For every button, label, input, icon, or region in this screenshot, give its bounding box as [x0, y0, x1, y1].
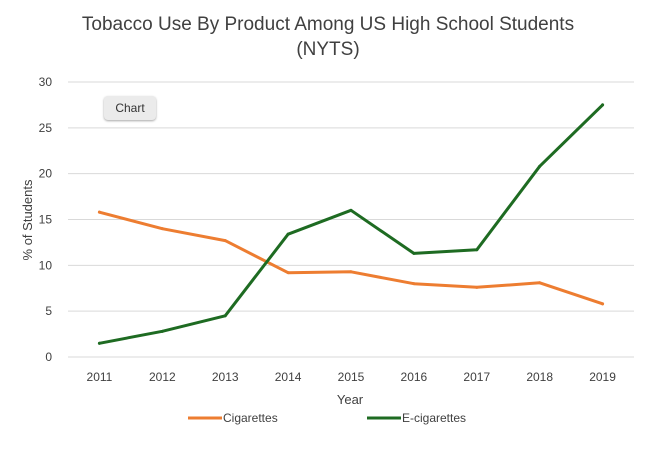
x-tick-label: 2015: [338, 370, 365, 384]
y-axis-ticks: 0 5 10 15 20 25 30: [39, 75, 53, 364]
chart-title-line-1: Tobacco Use By Product Among US High Sch…: [82, 14, 574, 35]
x-tick-label: 2013: [212, 370, 239, 384]
data-point: [412, 282, 416, 286]
series-line-e-cigarettes: [97, 103, 605, 345]
x-axis-title: Year: [337, 392, 364, 407]
data-point: [349, 270, 353, 274]
legend-label: E-cigarettes: [402, 411, 466, 425]
x-tick-label: 2018: [526, 370, 553, 384]
y-tick-label: 25: [39, 121, 53, 135]
x-tick-label: 2016: [401, 370, 428, 384]
y-tick-label: 10: [39, 258, 53, 272]
data-point: [475, 248, 479, 252]
x-axis-ticks: 2011 2012 2013 2014 2015 2016 2017 2018 2019: [87, 370, 617, 384]
y-tick-label: 5: [45, 304, 52, 318]
data-point: [160, 329, 164, 333]
data-point: [412, 251, 416, 255]
data-point: [538, 164, 542, 168]
data-point: [601, 302, 605, 306]
series-line-cigarettes: [97, 210, 605, 306]
data-point: [97, 341, 101, 345]
data-point: [286, 271, 290, 275]
data-point: [223, 314, 227, 318]
legend: Cigarettes E-cigarettes: [188, 411, 466, 425]
chart-button[interactable]: Chart: [104, 96, 156, 120]
y-tick-label: 30: [39, 75, 53, 89]
data-point: [538, 281, 542, 285]
data-point: [601, 103, 605, 107]
data-point: [475, 285, 479, 289]
y-axis-title: % of Students: [20, 179, 35, 260]
data-point: [97, 210, 101, 214]
y-tick-label: 15: [39, 213, 53, 227]
data-point: [286, 232, 290, 236]
series-lines: [97, 103, 605, 345]
data-point: [223, 239, 227, 243]
gridlines: [68, 81, 634, 358]
legend-label: Cigarettes: [223, 411, 278, 425]
x-tick-label: 2017: [463, 370, 490, 384]
data-point: [349, 208, 353, 212]
x-tick-label: 2011: [87, 370, 113, 384]
y-tick-label: 0: [45, 350, 52, 364]
x-tick-label: 2012: [149, 370, 176, 384]
y-tick-label: 20: [39, 167, 53, 181]
x-tick-label: 2019: [589, 370, 616, 384]
data-point: [160, 227, 164, 231]
chart-title-line-2: (NYTS): [296, 39, 359, 60]
x-tick-label: 2014: [275, 370, 302, 384]
